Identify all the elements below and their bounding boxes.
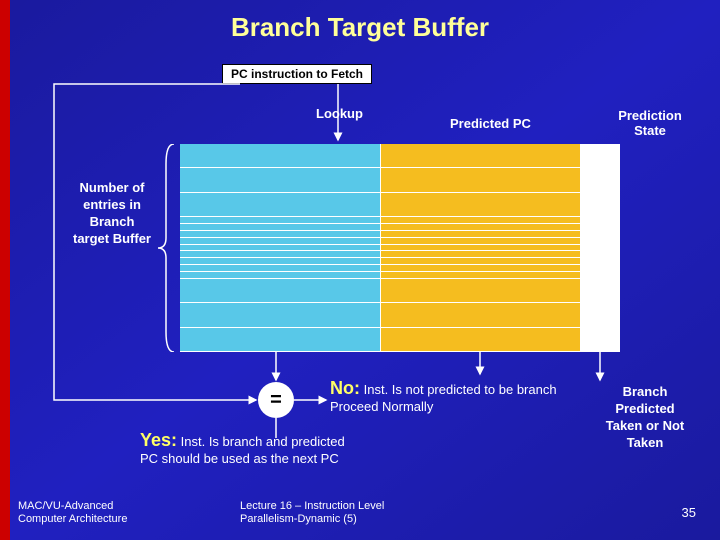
footer-left-2: Computer Architecture <box>18 513 127 525</box>
footer-left: MAC/VU-Advanced Computer Architecture <box>18 500 127 526</box>
slide-number: 35 <box>682 505 696 520</box>
footer-mid: Lecture 16 – Instruction Level Paralleli… <box>240 500 384 526</box>
connector-lines <box>0 0 720 540</box>
footer-mid-2: Parallelism-Dynamic (5) <box>240 513 357 525</box>
footer-mid-1: Lecture 16 – Instruction Level <box>240 500 384 512</box>
footer-left-1: MAC/VU-Advanced <box>18 500 113 512</box>
